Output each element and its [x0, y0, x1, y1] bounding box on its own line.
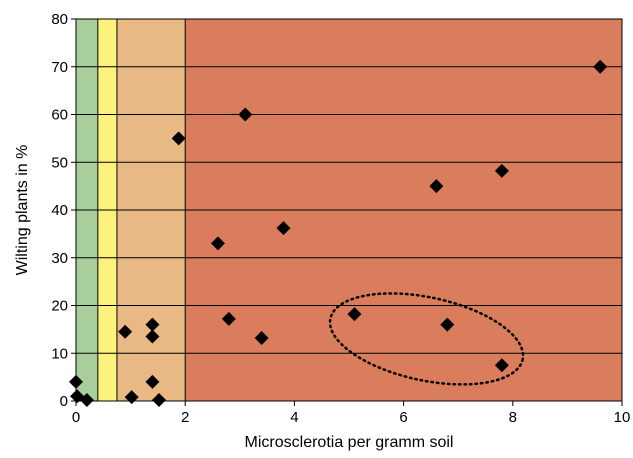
data-point — [124, 390, 139, 405]
x-axis-label: Microsclerotia per gramm soil — [245, 434, 454, 451]
data-point — [254, 330, 269, 345]
data-point — [151, 393, 166, 408]
y-tick-labels: 0 10 20 30 40 50 60 70 80 — [51, 11, 76, 410]
data-point — [145, 317, 160, 332]
y-tick-label: 0 — [60, 393, 68, 410]
data-point — [276, 221, 291, 236]
data-point — [69, 374, 83, 389]
x-tick-labels: 0 2 4 6 8 10 — [72, 401, 631, 426]
data-point — [221, 311, 236, 326]
data-point — [494, 163, 509, 178]
data-point — [145, 374, 160, 389]
y-axis-label: Wilting plants in % — [14, 145, 31, 276]
y-tick-label: 40 — [51, 202, 68, 219]
y-tick-label: 10 — [51, 345, 68, 362]
x-tick-label: 10 — [614, 409, 631, 426]
data-points — [69, 59, 608, 408]
data-point — [79, 393, 94, 408]
data-point — [440, 317, 455, 332]
data-point — [171, 131, 186, 146]
y-tick-label: 50 — [51, 154, 68, 171]
data-point — [210, 236, 225, 251]
band-borders — [97, 19, 186, 401]
y-tick-label: 80 — [51, 11, 68, 28]
data-point — [145, 329, 160, 344]
dotted-ellipse-annotation — [328, 292, 525, 386]
data-point — [347, 307, 362, 322]
x-tick-label: 6 — [399, 409, 407, 426]
y-tick-label: 60 — [51, 107, 68, 124]
y-tick-label: 30 — [51, 250, 68, 267]
x-tick-label: 2 — [181, 409, 189, 426]
data-point — [238, 107, 253, 122]
data-point — [429, 179, 444, 194]
data-point — [593, 59, 608, 74]
x-tick-label: 0 — [72, 409, 80, 426]
x-tick-label: 4 — [290, 409, 298, 426]
y-tick-label: 20 — [51, 298, 68, 315]
y-tick-label: 70 — [51, 59, 68, 76]
annotations — [328, 292, 525, 386]
data-point — [118, 324, 133, 339]
data-point — [494, 358, 509, 373]
x-tick-label: 8 — [509, 409, 517, 426]
